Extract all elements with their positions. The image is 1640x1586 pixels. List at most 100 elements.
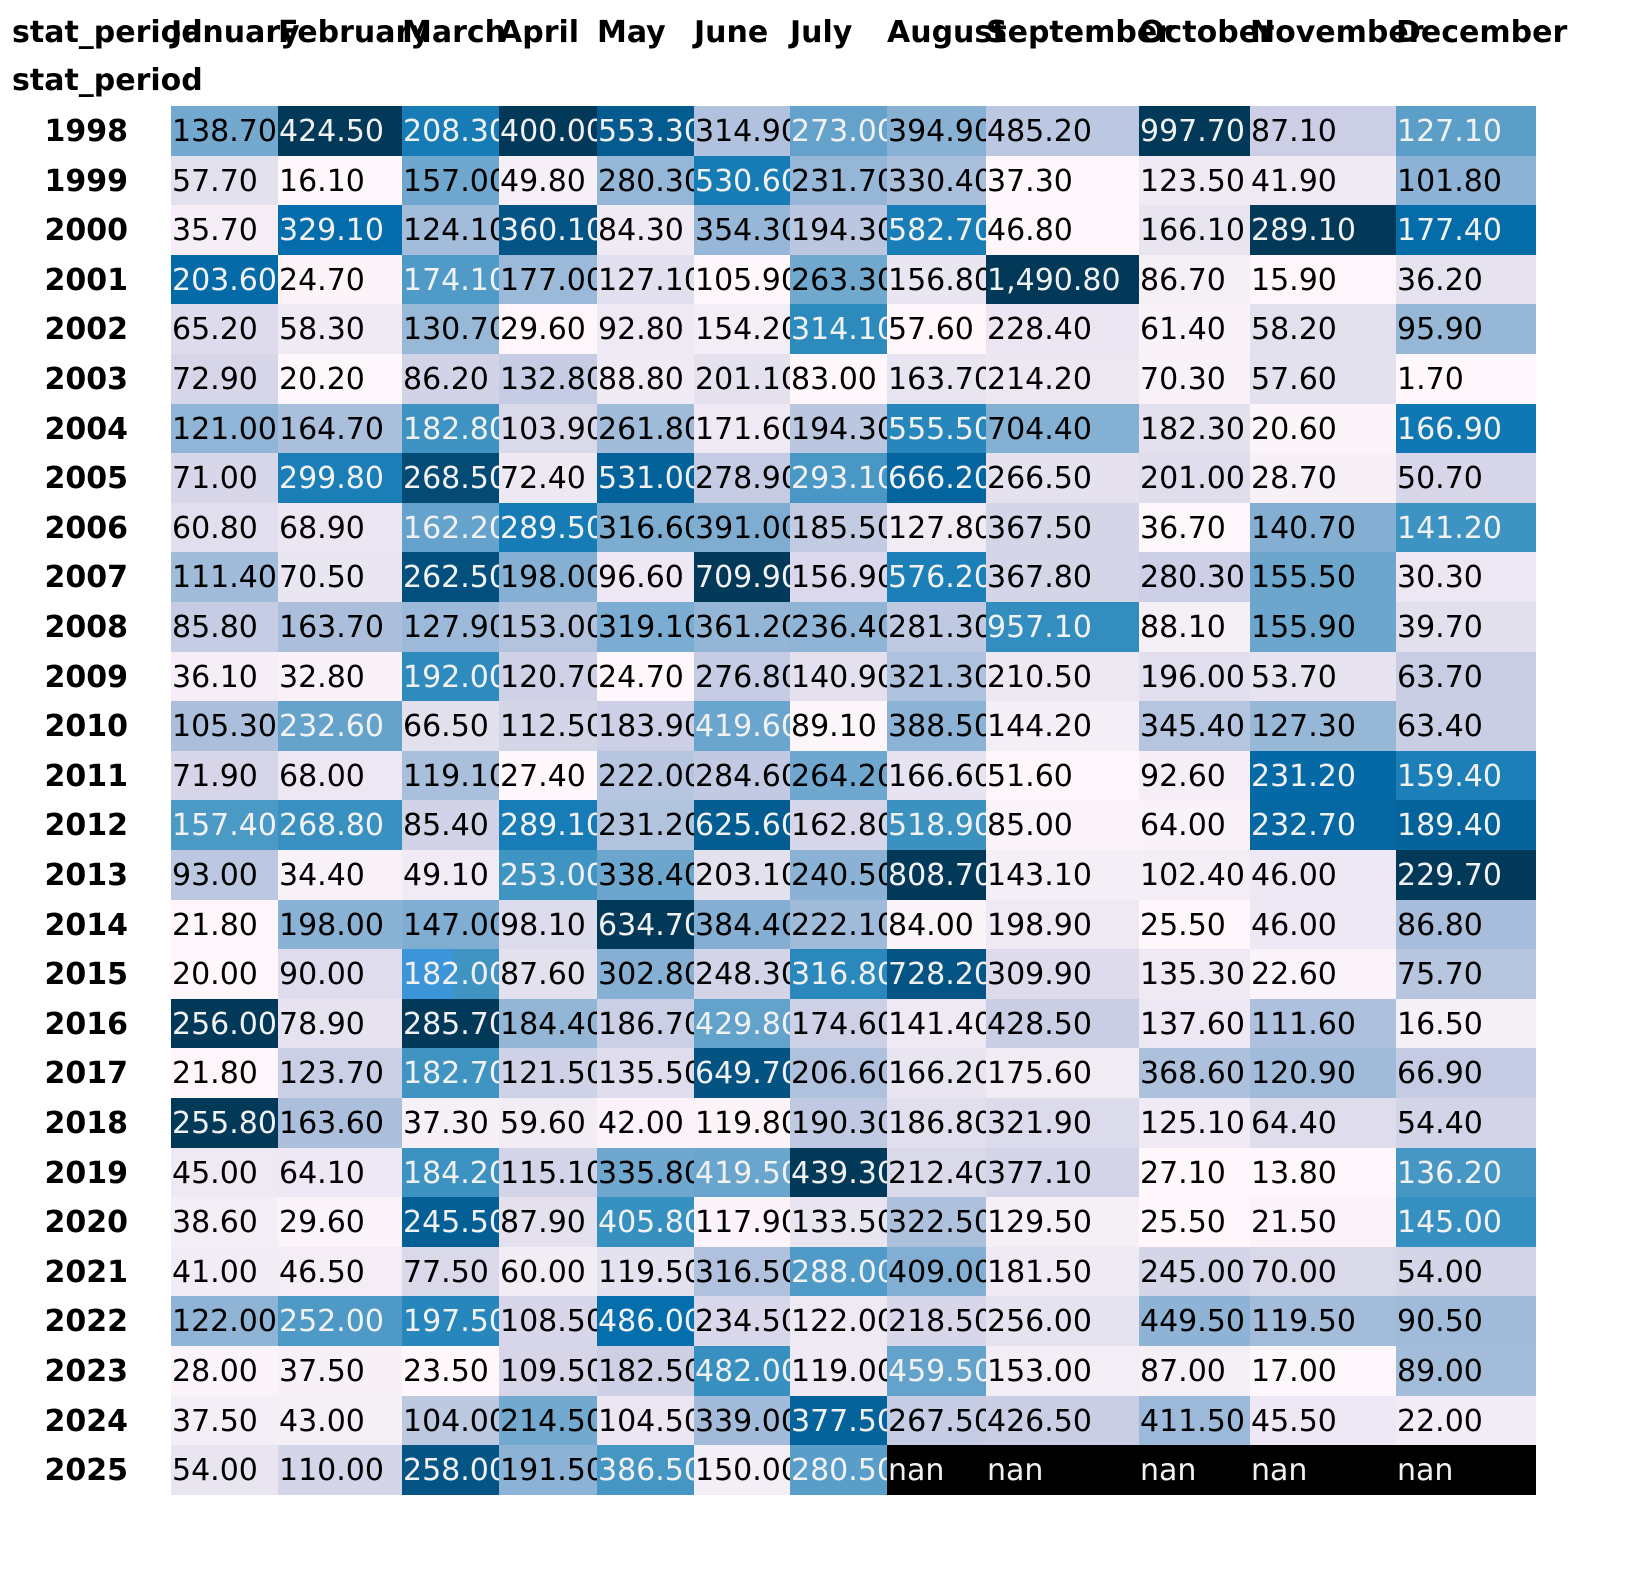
- heatmap-cell: 388.50: [887, 701, 986, 752]
- heatmap-cell: 87.90: [499, 1197, 597, 1248]
- heatmap-cell: 166.20: [887, 1048, 986, 1099]
- heatmap-cell: 166.60: [887, 750, 986, 801]
- heatmap-cell: 314.10: [790, 304, 887, 355]
- heatmap-cell: 210.50: [986, 651, 1139, 702]
- heatmap-cell: 212.40: [887, 1147, 986, 1198]
- heatmap-cell: 391.00: [694, 502, 790, 553]
- heatmap-cell: 88.10: [1139, 602, 1250, 653]
- heatmap-cell: 316.50: [694, 1246, 790, 1297]
- heatmap-cell: 258.00: [402, 1445, 499, 1496]
- heatmap-cell: 60.80: [171, 502, 278, 553]
- heatmap-cell: 54.00: [171, 1445, 278, 1496]
- heatmap-cell: 95.90: [1396, 304, 1536, 355]
- heatmap-cell: 267.50: [887, 1395, 986, 1446]
- heatmap-cell: 16.10: [278, 155, 402, 206]
- heatmap-cell: 140.90: [790, 651, 887, 702]
- heatmap-cell: 58.20: [1250, 304, 1396, 355]
- heatmap-cell: 289.50: [499, 502, 597, 553]
- heatmap-cell: 222.00: [597, 750, 694, 801]
- heatmap-cell: 201.00: [1139, 453, 1250, 504]
- heatmap-cell: 112.50: [499, 701, 597, 752]
- heatmap-cell: 262.50: [402, 552, 499, 603]
- heatmap-cell: 37.50: [278, 1346, 402, 1397]
- heatmap-cell: 25.50: [1139, 899, 1250, 950]
- heatmap-cell: nan: [986, 1445, 1139, 1496]
- heatmap-cell: 144.20: [986, 701, 1139, 752]
- heatmap-cell: 808.70: [887, 850, 986, 901]
- heatmap-cell: 86.70: [1139, 254, 1250, 305]
- heatmap-cell: 278.90: [694, 453, 790, 504]
- heatmap-cell: 85.40: [402, 800, 499, 851]
- heatmap-cell: 57.60: [887, 304, 986, 355]
- heatmap-cell: 68.90: [278, 502, 402, 553]
- column-header-february: February: [278, 15, 430, 50]
- heatmap-cell: 89.10: [790, 701, 887, 752]
- heatmap-cell: 93.00: [171, 850, 278, 901]
- heatmap-cell: 198.00: [499, 552, 597, 603]
- heatmap-cell: nan: [887, 1445, 986, 1496]
- heatmap-cell: 384.40: [694, 899, 790, 950]
- heatmap-cell: 78.90: [278, 998, 402, 1049]
- heatmap-cell: 127.80: [887, 502, 986, 553]
- heatmap-cell: nan: [1139, 1445, 1250, 1496]
- heatmap-cell: 64.10: [278, 1147, 402, 1198]
- heatmap-cell: 21.80: [171, 899, 278, 950]
- heatmap-cell: 255.80: [171, 1098, 278, 1149]
- heatmap-cell: 70.30: [1139, 354, 1250, 405]
- heatmap-cell: 154.20: [694, 304, 790, 355]
- heatmap-cell: 232.60: [278, 701, 402, 752]
- heatmap-cell: 367.50: [986, 502, 1139, 553]
- heatmap-cell: 228.40: [986, 304, 1139, 355]
- heatmap-cell: 109.50: [499, 1346, 597, 1397]
- heatmap-cell: 30.30: [1396, 552, 1536, 603]
- row-label-2001: 2001: [44, 262, 129, 298]
- heatmap-cell: 88.80: [597, 354, 694, 405]
- row-label-2011: 2011: [44, 758, 129, 794]
- heatmap-cell: 89.00: [1396, 1346, 1536, 1397]
- row-label-2023: 2023: [44, 1354, 129, 1389]
- heatmap-cell: 45.00: [171, 1147, 278, 1198]
- heatmap-cell: 164.70: [278, 403, 402, 454]
- heatmap-cell: 280.30: [597, 155, 694, 206]
- heatmap-cell: 17.00: [1250, 1346, 1396, 1397]
- heatmap-cell: 361.20: [694, 602, 790, 653]
- heatmap-cell: 245.00: [1139, 1246, 1250, 1297]
- heatmap-cell: 119.00: [790, 1346, 887, 1397]
- column-header-october: October: [1139, 15, 1274, 50]
- heatmap-cell: 156.80: [887, 254, 986, 305]
- heatmap-cell: 27.10: [1139, 1147, 1250, 1198]
- heatmap-cell: 125.10: [1139, 1098, 1250, 1149]
- heatmap-cell: 115.10: [499, 1147, 597, 1198]
- highlight-overlay: [402, 949, 454, 1000]
- heatmap-cell: 482.00: [694, 1346, 790, 1397]
- heatmap-cell: 377.10: [986, 1147, 1139, 1198]
- heatmap-cell: 256.00: [986, 1296, 1139, 1347]
- heatmap-cell: 37.30: [402, 1098, 499, 1149]
- heatmap-cell: 339.00: [694, 1395, 790, 1446]
- heatmap-cell: 85.00: [986, 800, 1139, 851]
- row-label-2014: 2014: [44, 907, 129, 943]
- heatmap-cell: 23.50: [402, 1346, 499, 1397]
- heatmap-cell: 394.90: [887, 106, 986, 157]
- heatmap-cell: 110.00: [278, 1445, 402, 1496]
- highlight-cell-text: 182.00: [403, 957, 499, 993]
- heatmap-cell: 198.00: [278, 899, 402, 950]
- heatmap-cell: 45.50: [1250, 1395, 1396, 1446]
- heatmap-cell: 245.50: [402, 1197, 499, 1248]
- heatmap-cell: 32.80: [278, 651, 402, 702]
- heatmap-cell: 145.00: [1396, 1197, 1536, 1248]
- heatmap-cell: 182.70: [402, 1048, 499, 1099]
- heatmap-cell: 16.50: [1396, 998, 1536, 1049]
- heatmap-cell: 201.10: [694, 354, 790, 405]
- heatmap-cell: 63.40: [1396, 701, 1536, 752]
- heatmap-cell: 127.10: [1396, 106, 1536, 157]
- heatmap-cell: 135.30: [1139, 949, 1250, 1000]
- heatmap-cell: 43.00: [278, 1395, 402, 1446]
- row-label-2020: 2020: [44, 1205, 129, 1241]
- heatmap-cell: 60.00: [499, 1246, 597, 1297]
- column-header-july: July: [790, 15, 853, 50]
- heatmap-cell: 166.10: [1139, 205, 1250, 256]
- heatmap-cell: 119.50: [597, 1246, 694, 1297]
- heatmap-cell: 141.40: [887, 998, 986, 1049]
- heatmap-cell: 147.00: [402, 899, 499, 950]
